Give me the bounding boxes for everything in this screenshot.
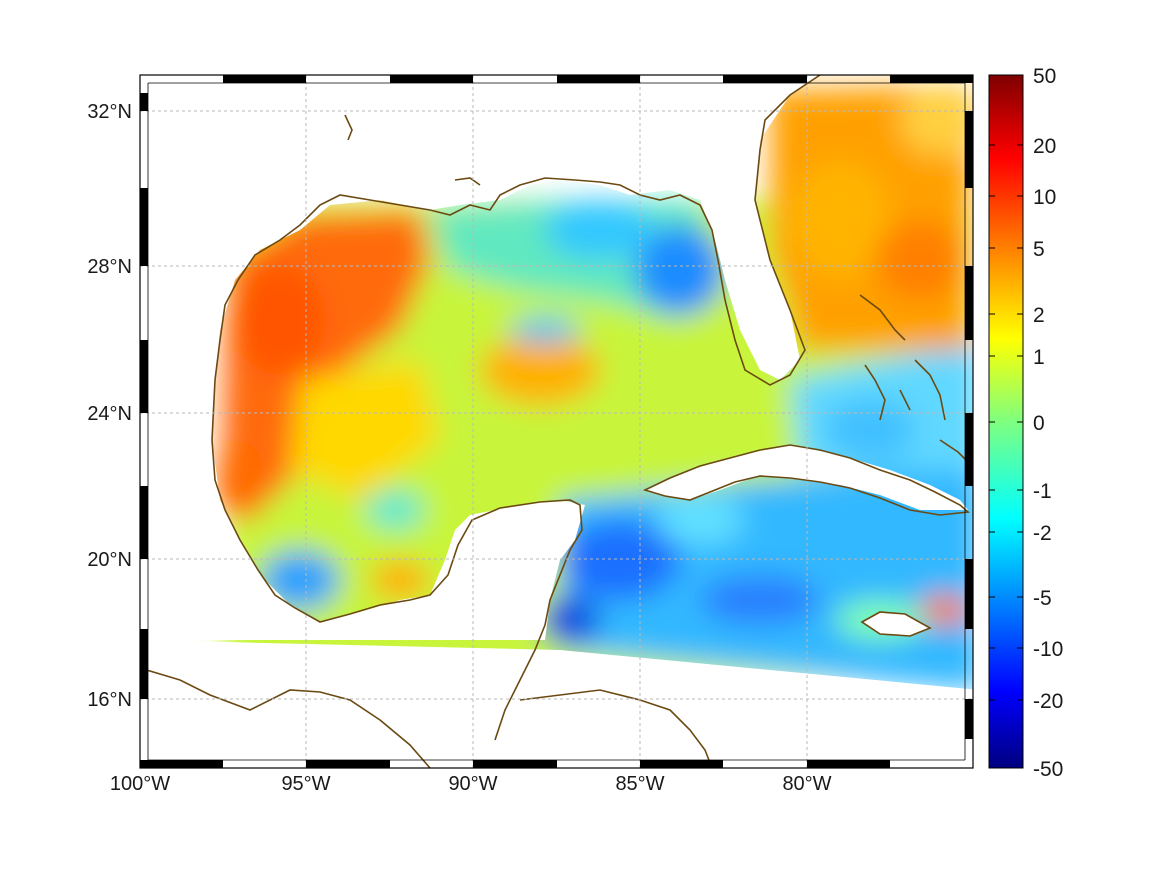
jamaica-coastline <box>860 611 932 637</box>
colorbar-label: -50 <box>1033 758 1063 781</box>
colorbar-label: 0 <box>1033 412 1045 435</box>
x-tick-label: 85°W <box>615 773 664 795</box>
x-tick-label: 90°W <box>448 773 497 795</box>
x-tick-label: 95°W <box>281 773 330 795</box>
x-tick-label: 80°W <box>782 773 831 795</box>
y-tick-label: 20°N <box>87 549 132 571</box>
colorbar-label: 10 <box>1033 186 1056 209</box>
y-axis-labels: 32°N 28°N 24°N 20°N 16°N <box>87 101 132 711</box>
colorbar-label: 1 <box>1033 346 1045 369</box>
colorbar-label: 50 <box>1033 65 1056 88</box>
texas-lagoon <box>344 114 481 186</box>
central-america-coastline <box>140 667 431 768</box>
colorbar-label: 5 <box>1033 238 1045 261</box>
colorbar-label: 20 <box>1033 135 1056 158</box>
map-frame <box>139 74 974 769</box>
y-tick-label: 32°N <box>87 101 132 123</box>
x-tick-label: 100°W <box>110 773 170 795</box>
bahamas-coastline <box>859 294 946 421</box>
x-axis-labels: 100°W 95°W 90°W 85°W 80°W <box>110 773 832 795</box>
coastlines <box>140 75 970 768</box>
gulf-coastline <box>211 75 821 741</box>
data-field <box>140 85 973 768</box>
y-tick-label: 16°N <box>87 689 132 711</box>
y-tick-label: 24°N <box>87 403 132 425</box>
colorbar-label: 2 <box>1033 304 1045 327</box>
colorbar-ticks <box>989 74 1023 769</box>
grid-lines <box>140 75 973 768</box>
cuba-coastline <box>642 444 970 516</box>
colorbar-label: -20 <box>1033 690 1063 713</box>
y-tick-label: 28°N <box>87 256 132 278</box>
colorbar-label: -2 <box>1033 522 1052 545</box>
colorbar-label: -1 <box>1033 480 1052 503</box>
honduras-coastline <box>519 689 713 768</box>
colorbar-label: -10 <box>1033 638 1063 661</box>
colorbar-label: -5 <box>1033 587 1052 610</box>
